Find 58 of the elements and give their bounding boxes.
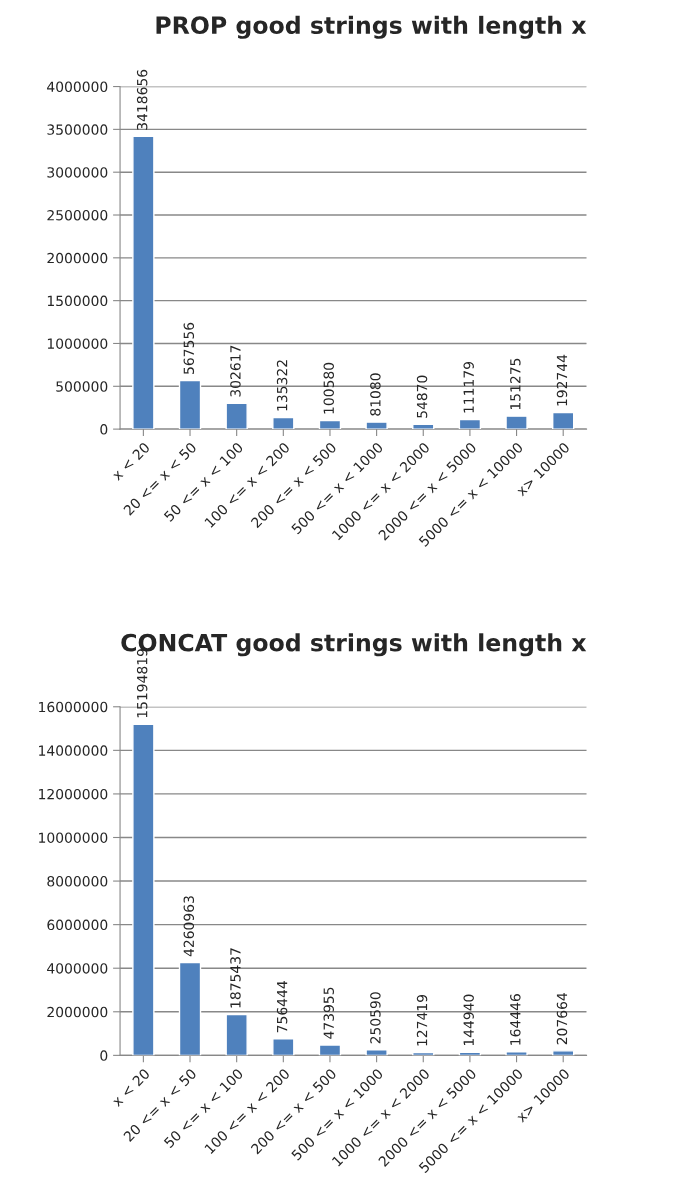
data-label: 302617 <box>230 345 241 397</box>
y-tick-label: 16000000 <box>39 701 108 713</box>
data-label: 473955 <box>323 987 334 1039</box>
chart-title: PROP good strings with length x <box>156 15 587 39</box>
bar <box>272 416 295 430</box>
data-label: 3418656 <box>136 69 148 130</box>
bar <box>225 402 248 430</box>
x-tick-label: x < 20 <box>111 441 151 482</box>
y-tick-label: 14000000 <box>39 745 108 756</box>
bar <box>505 1051 528 1056</box>
bar <box>552 411 575 430</box>
bar <box>365 1049 388 1056</box>
y-tick-label: 3000000 <box>47 167 108 178</box>
data-label: 81080 <box>370 373 381 416</box>
y-tick-label: 1500000 <box>47 295 108 307</box>
bar <box>458 418 482 430</box>
bar <box>365 421 388 430</box>
data-label: 151275 <box>510 358 521 410</box>
data-label: 567556 <box>183 322 195 374</box>
bar <box>412 423 435 430</box>
data-label: 144940 <box>463 994 474 1046</box>
bar <box>505 415 528 430</box>
bar <box>318 419 342 430</box>
y-tick-label: 4000000 <box>47 963 108 974</box>
y-tick-label: 10000000 <box>39 832 108 843</box>
data-label: 250590 <box>370 992 381 1044</box>
data-label: 756444 <box>276 981 288 1033</box>
x-tick-label: x < 20 <box>111 1067 151 1108</box>
y-tick-label: 3500000 <box>47 124 108 135</box>
y-tick-label: 500000 <box>56 381 108 392</box>
y-tick-label: 1000000 <box>47 338 108 349</box>
data-label: 100580 <box>323 362 334 414</box>
y-tick-label: 0 <box>100 424 108 435</box>
bar <box>272 1038 295 1056</box>
bar <box>318 1044 342 1056</box>
y-tick-label: 0 <box>100 1050 108 1061</box>
y-tick-label: 4000000 <box>47 81 108 93</box>
data-label: 127419 <box>416 994 428 1046</box>
data-label: 135322 <box>276 360 288 411</box>
y-tick-label: 8000000 <box>47 876 108 887</box>
bar <box>132 135 155 430</box>
bar <box>132 723 155 1056</box>
data-label: 1875437 <box>230 948 241 1008</box>
bar <box>552 1050 575 1056</box>
data-label: 111179 <box>463 361 474 413</box>
y-tick-label: 2000000 <box>47 1006 108 1018</box>
y-tick-label: 2000000 <box>47 252 108 264</box>
bar <box>225 1013 248 1056</box>
data-label: 164446 <box>510 994 521 1045</box>
y-tick-label: 12000000 <box>39 788 108 800</box>
bar <box>178 379 202 430</box>
y-tick-label: 6000000 <box>47 919 108 931</box>
y-tick-label: 2500000 <box>47 209 108 221</box>
data-label: 54870 <box>416 375 428 418</box>
data-label: 192744 <box>556 354 568 406</box>
data-label: 4260963 <box>183 896 195 957</box>
bar <box>178 961 202 1056</box>
data-label: 207664 <box>556 993 568 1045</box>
